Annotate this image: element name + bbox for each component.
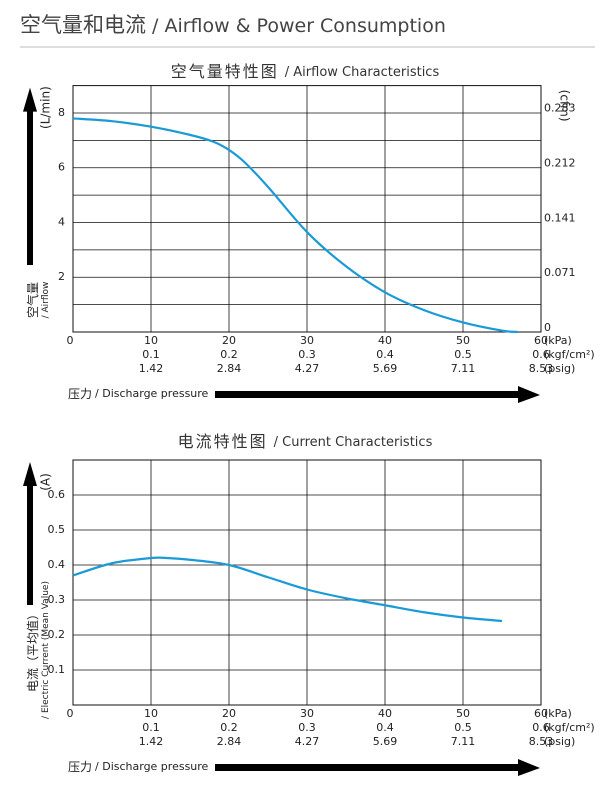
page-title-cn: 空气量和电流 — [20, 13, 146, 37]
x-tick-label-alt: 4.27 — [295, 735, 320, 748]
x-tick-label-alt: 0.4 — [376, 348, 394, 361]
data-line — [72, 117, 518, 334]
x-tick-label-alt: 2.84 — [217, 362, 242, 375]
y-tick-label: 2 — [58, 270, 65, 283]
x-unit: (kgf/cm²) — [544, 348, 595, 361]
chart-title-en: / Airflow Characteristics — [285, 65, 440, 80]
x-tick-label-alt: 0.2 — [220, 348, 238, 361]
x-tick-label-alt: 0.2 — [220, 721, 238, 734]
y-tick-label: 8 — [58, 106, 65, 119]
y-tick-label: 0.5 — [48, 523, 66, 536]
x-unit: (kPa) — [544, 707, 572, 720]
x-axis-label-cn: 压力 — [68, 387, 92, 401]
page-title: 空气量和电流 / Airflow & Power Consumption — [20, 13, 446, 37]
chart-title-en: / Current Characteristics — [274, 435, 433, 450]
x-tick-label-alt: 0.6 — [532, 721, 550, 734]
y-arrow — [23, 462, 37, 605]
y-axis-label-en: / Electric Current (Mean Value) — [41, 581, 51, 719]
y-axis-label: 空气量/ Airflow — [25, 282, 51, 319]
x-tick-label-alt: 1.42 — [139, 362, 164, 375]
chart-title: 电流特性图 / Current Characteristics — [178, 432, 433, 451]
x-unit: (kPa) — [544, 334, 572, 347]
y-tick-label: 0.4 — [48, 558, 66, 571]
x-tick-label-alt: 0.5 — [454, 348, 472, 361]
x-tick-label: 20 — [222, 707, 236, 720]
x-tick-label: 60 — [534, 707, 548, 720]
y2-tick-label: 0 — [544, 321, 551, 334]
x-axis-label-cn: 压力 — [68, 760, 92, 774]
y-tick-label: 0.3 — [48, 593, 66, 606]
y-arrow — [23, 87, 37, 265]
y-axis-label-en: / Airflow — [41, 282, 51, 319]
x-tick-label-alt: 0.3 — [298, 721, 316, 734]
y2-tick-label: 0.071 — [544, 266, 576, 279]
y-axis-unit: (A) — [39, 473, 53, 491]
data-line — [72, 556, 503, 623]
y2-axis-label: (cfm) — [558, 90, 572, 122]
x-unit: (psig) — [544, 362, 575, 375]
x-tick-label: 20 — [222, 334, 236, 347]
y2-tick-label: 0.212 — [544, 157, 576, 170]
x-arrow — [215, 386, 540, 403]
x-arrow — [215, 759, 540, 776]
x-tick-label: 0 — [67, 707, 74, 720]
page-title-en: / Airflow & Power Consumption — [152, 15, 446, 37]
chart-title-cn: 空气量特性图 — [171, 62, 279, 81]
y2-tick-label: 0.141 — [544, 212, 576, 225]
x-axis-label: 压力 / Discharge pressure — [68, 387, 209, 401]
x-axis-label-en: / Discharge pressure — [95, 760, 209, 773]
x-tick-label-alt: 5.69 — [373, 362, 398, 375]
x-axis-label: 压力 / Discharge pressure — [68, 760, 209, 774]
x-tick-label-alt: 7.11 — [451, 362, 476, 375]
x-tick-label: 30 — [300, 334, 314, 347]
y-tick-label: 4 — [58, 215, 65, 228]
chart-title-cn: 电流特性图 — [178, 432, 268, 451]
y-axis-label: 电流（平均值）/ Electric Current (Mean Value) — [25, 581, 51, 719]
x-tick-label-alt: 8.53 — [529, 735, 554, 748]
x-tick-label-alt: 0.1 — [142, 721, 160, 734]
x-axis-label-en: / Discharge pressure — [95, 387, 209, 400]
x-tick-label-alt: 0.5 — [454, 721, 472, 734]
x-tick-label: 10 — [144, 334, 158, 347]
y-tick-label: 6 — [58, 161, 65, 174]
x-tick-label-alt: 0.3 — [298, 348, 316, 361]
x-tick-label-alt: 0.6 — [532, 348, 550, 361]
x-tick-label: 0 — [67, 334, 74, 347]
x-tick-label-alt: 7.11 — [451, 735, 476, 748]
y-axis-label-cn: 空气量 — [25, 282, 40, 318]
x-tick-label: 50 — [456, 334, 470, 347]
x-unit: (psig) — [544, 735, 575, 748]
x-tick-label: 50 — [456, 707, 470, 720]
y-tick-label: 0.6 — [48, 488, 66, 501]
y-tick-label: 0.1 — [48, 663, 66, 676]
x-tick-label-alt: 0.1 — [142, 348, 160, 361]
x-tick-label-alt: 4.27 — [295, 362, 320, 375]
y-axis-label-cn: 电流（平均值） — [25, 608, 40, 692]
y-axis-unit: (L/min) — [39, 86, 53, 129]
x-tick-label: 60 — [534, 334, 548, 347]
x-tick-label-alt: 2.84 — [217, 735, 242, 748]
y-tick-label: 0.2 — [48, 628, 66, 641]
x-tick-label-alt: 5.69 — [373, 735, 398, 748]
x-unit: (kgf/cm²) — [544, 721, 595, 734]
x-tick-label: 10 — [144, 707, 158, 720]
y2-tick-label: 0.283 — [544, 102, 576, 115]
x-tick-label: 40 — [378, 707, 392, 720]
x-tick-label-alt: 0.4 — [376, 721, 394, 734]
x-tick-label-alt: 8.53 — [529, 362, 554, 375]
x-tick-label-alt: 1.42 — [139, 735, 164, 748]
x-tick-label: 30 — [300, 707, 314, 720]
x-tick-label: 40 — [378, 334, 392, 347]
chart-title: 空气量特性图 / Airflow Characteristics — [171, 62, 440, 81]
